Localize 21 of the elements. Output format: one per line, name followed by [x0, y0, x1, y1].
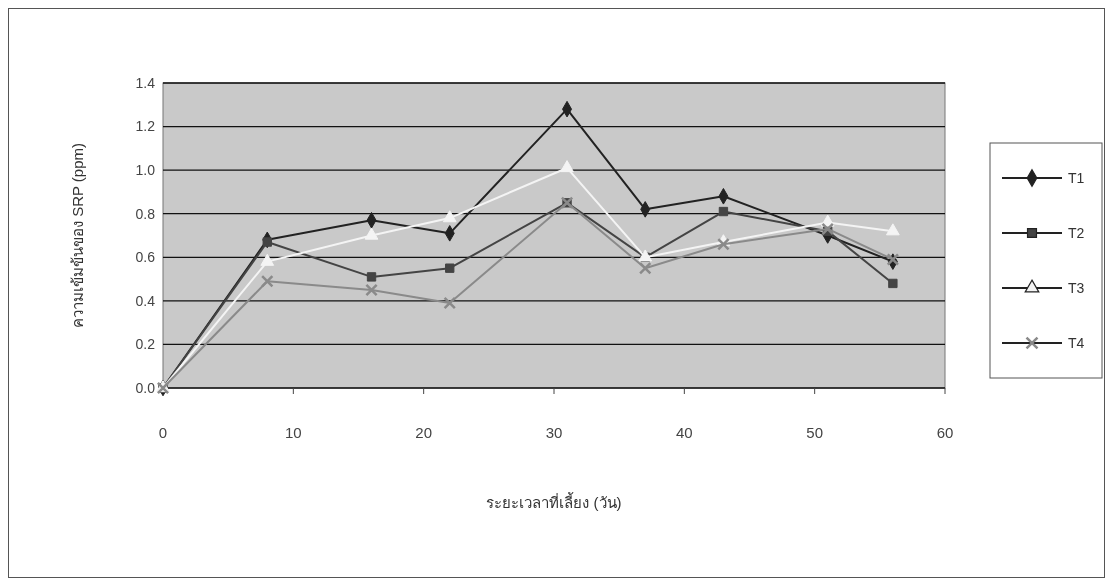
y-tick-label: 0.8	[135, 205, 156, 222]
y-tick-label: 0.2	[135, 336, 156, 353]
x-axis-title: ระยะเวลาที่เลี้ยง (วัน)	[486, 492, 622, 511]
x-tick-label: 60	[936, 424, 954, 441]
x-tick-label: 0	[158, 424, 168, 441]
y-axis-title: ความเข้มข้นของ SRP (ppm)	[69, 142, 86, 329]
y-tick-label: 0.0	[135, 379, 156, 396]
x-tick-label: 30	[545, 424, 563, 441]
legend-label: T4	[1068, 334, 1085, 351]
y-tick-label: 0.6	[135, 249, 156, 266]
x-tick-label: 20	[415, 424, 433, 441]
x-tick-label: 50	[806, 424, 824, 441]
y-tick-label: 1.2	[135, 118, 156, 135]
y-tick-label: 1.0	[135, 162, 156, 179]
x-tick-label: 10	[284, 424, 302, 441]
legend-label: T3	[1068, 279, 1085, 296]
x-tick-label: 40	[675, 424, 693, 441]
legend-label: T2	[1068, 224, 1085, 241]
y-tick-label: 1.4	[135, 74, 156, 91]
legend-label: T1	[1068, 169, 1085, 186]
y-tick-label: 0.4	[135, 292, 156, 309]
